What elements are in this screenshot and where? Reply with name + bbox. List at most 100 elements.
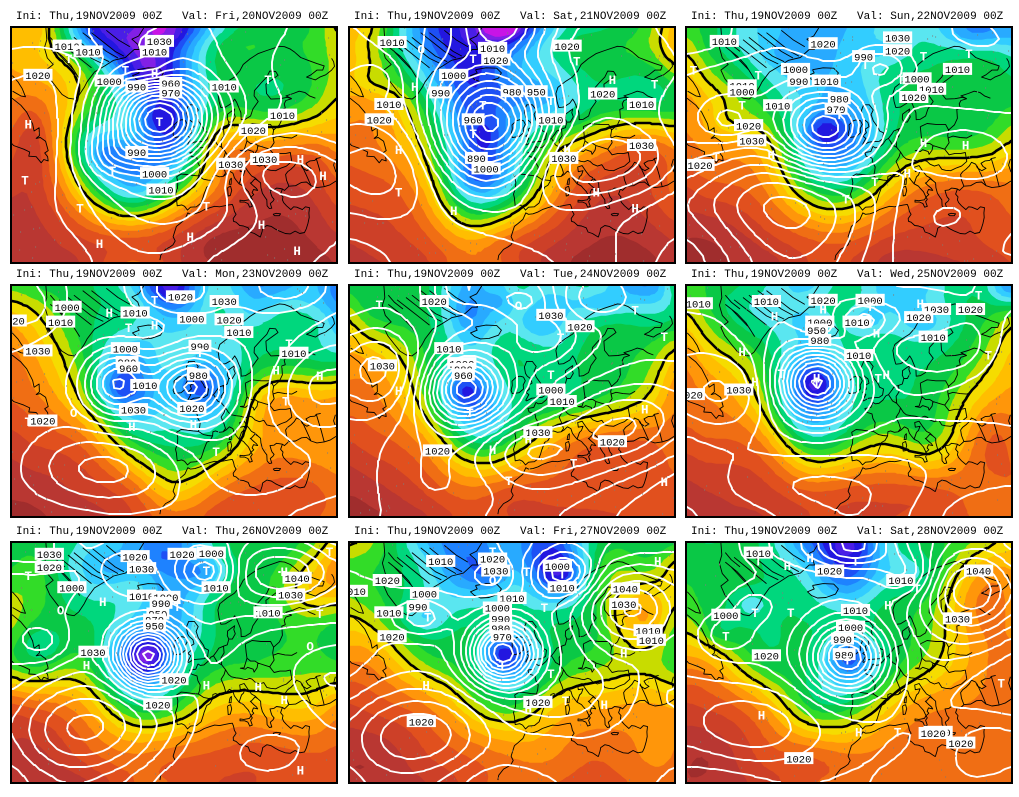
svg-text:1030: 1030: [25, 347, 50, 359]
svg-text:T: T: [156, 116, 164, 130]
svg-text:H: H: [450, 205, 458, 219]
svg-text:T: T: [173, 601, 181, 615]
svg-text:O: O: [70, 407, 78, 421]
svg-text:20: 20: [12, 317, 25, 329]
svg-text:T: T: [254, 608, 262, 622]
svg-text:T: T: [755, 555, 763, 569]
svg-text:1010: 1010: [639, 636, 664, 648]
svg-text:1030: 1030: [278, 591, 303, 603]
svg-text:H: H: [151, 67, 159, 81]
svg-text:T: T: [661, 331, 669, 345]
svg-text:H: H: [819, 304, 827, 318]
svg-text:1010: 1010: [142, 48, 167, 60]
svg-text:1010: 1010: [921, 333, 946, 345]
svg-text:1010: 1010: [945, 65, 970, 77]
svg-text:1010: 1010: [765, 101, 790, 113]
svg-text:1020: 1020: [216, 316, 241, 328]
svg-text:H: H: [524, 702, 532, 716]
svg-text:H: H: [395, 144, 403, 158]
svg-text:1020: 1020: [161, 675, 186, 687]
svg-text:1010: 1010: [888, 576, 913, 588]
svg-text:1020: 1020: [786, 754, 811, 766]
svg-text:T: T: [523, 566, 531, 580]
svg-text:T: T: [541, 602, 549, 616]
svg-text:H: H: [24, 118, 32, 132]
svg-text:950: 950: [527, 87, 546, 99]
svg-text:1030: 1030: [885, 34, 910, 46]
svg-text:H: H: [186, 231, 194, 245]
svg-text:H: H: [767, 149, 775, 163]
svg-text:T: T: [196, 347, 204, 361]
svg-text:T: T: [738, 100, 746, 114]
svg-text:H: H: [771, 310, 779, 324]
svg-text:1030: 1030: [726, 386, 751, 398]
svg-text:T: T: [212, 446, 220, 460]
svg-text:O: O: [57, 604, 65, 618]
svg-text:H: H: [661, 476, 669, 490]
svg-text:970: 970: [493, 632, 512, 644]
svg-text:1010: 1010: [687, 299, 711, 311]
svg-text:1010: 1010: [75, 48, 100, 60]
svg-text:1030: 1030: [212, 297, 237, 309]
svg-text:T: T: [631, 305, 639, 319]
svg-text:H: H: [272, 365, 280, 379]
svg-text:T: T: [755, 69, 763, 83]
svg-text:1000: 1000: [97, 77, 122, 89]
svg-text:1020: 1020: [37, 563, 62, 575]
svg-text:1000: 1000: [729, 87, 754, 99]
svg-text:H: H: [962, 140, 970, 154]
svg-text:T: T: [466, 407, 474, 421]
svg-text:960: 960: [454, 371, 473, 383]
svg-text:1020: 1020: [25, 71, 50, 83]
svg-text:990: 990: [431, 89, 450, 101]
svg-text:1020: 1020: [168, 293, 193, 305]
svg-text:H: H: [784, 560, 792, 574]
svg-text:T: T: [547, 668, 555, 682]
svg-text:T: T: [844, 655, 852, 669]
svg-text:1010: 1010: [428, 557, 453, 569]
svg-text:H: H: [254, 681, 262, 695]
svg-text:T: T: [109, 165, 117, 179]
svg-text:1010: 1010: [436, 344, 461, 356]
svg-text:1020: 1020: [379, 632, 404, 644]
svg-text:T: T: [562, 695, 570, 709]
svg-text:T: T: [24, 570, 32, 584]
svg-text:H: H: [319, 170, 327, 184]
svg-text:980: 980: [810, 336, 829, 348]
svg-text:H: H: [293, 245, 301, 259]
svg-text:T: T: [547, 95, 555, 109]
svg-text:1000: 1000: [54, 303, 79, 315]
svg-text:H: H: [758, 710, 766, 724]
svg-text:H: H: [738, 346, 746, 360]
svg-text:H: H: [96, 238, 104, 252]
svg-text:1010: 1010: [212, 83, 237, 95]
svg-text:T: T: [985, 350, 993, 364]
svg-text:T: T: [920, 51, 928, 65]
svg-text:1030: 1030: [80, 648, 105, 660]
svg-text:1010: 1010: [376, 100, 401, 112]
svg-text:H: H: [813, 373, 821, 387]
svg-text:1020: 1020: [169, 550, 194, 562]
svg-text:H: H: [489, 444, 497, 458]
svg-text:1020: 1020: [122, 552, 147, 564]
svg-text:1020: 1020: [425, 447, 450, 459]
svg-text:H: H: [751, 376, 759, 390]
svg-text:1030: 1030: [121, 405, 146, 417]
svg-text:1010: 1010: [550, 397, 575, 409]
svg-text:020: 020: [687, 390, 703, 402]
svg-text:1010: 1010: [54, 42, 79, 54]
svg-text:H: H: [641, 404, 649, 418]
svg-text:1010: 1010: [379, 38, 404, 50]
svg-text:H: H: [563, 144, 571, 158]
svg-text:T: T: [502, 93, 510, 107]
svg-text:1000: 1000: [199, 549, 224, 561]
svg-text:1030: 1030: [37, 550, 62, 562]
svg-text:T: T: [842, 193, 850, 207]
svg-text:H: H: [316, 370, 324, 384]
svg-text:H: H: [280, 694, 288, 708]
svg-text:H: H: [654, 555, 662, 569]
svg-text:H: H: [904, 168, 912, 182]
svg-text:H: H: [128, 421, 136, 435]
svg-text:1030: 1030: [252, 155, 277, 167]
svg-text:980: 980: [835, 650, 854, 662]
